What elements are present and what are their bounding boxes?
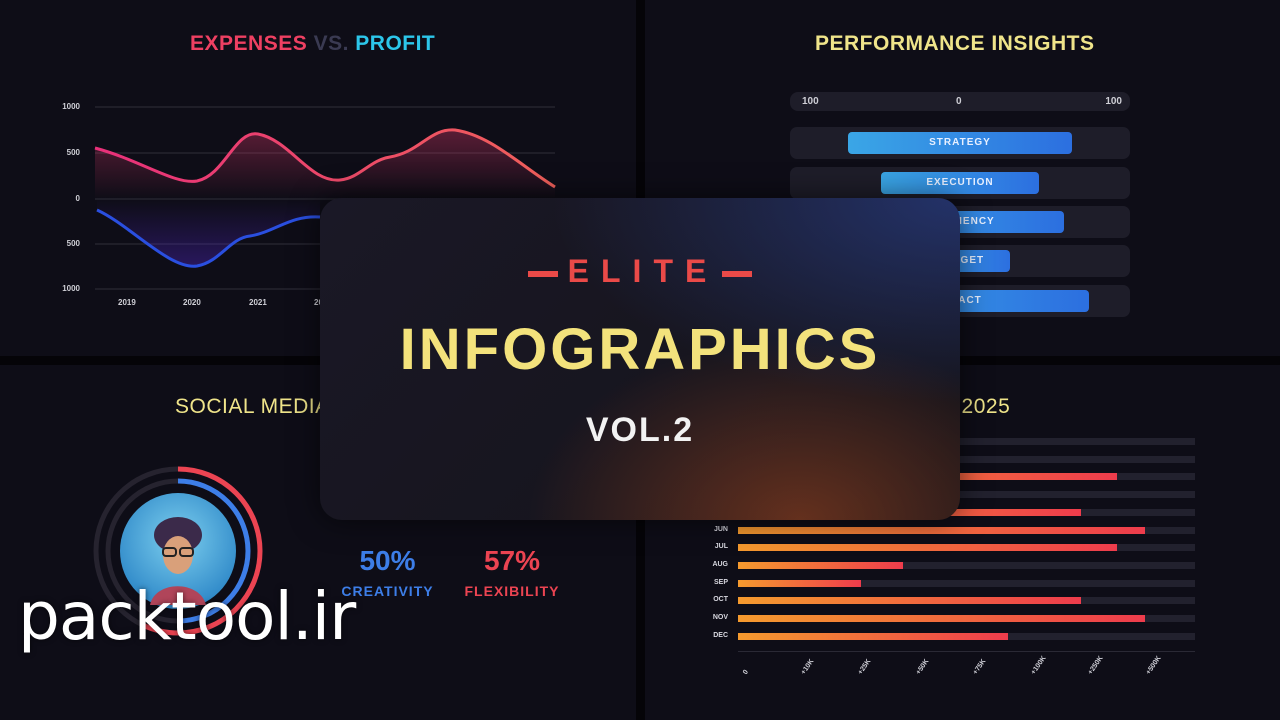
- month-label: JUN: [713, 525, 728, 533]
- scale-right: 100: [1105, 96, 1122, 107]
- sales-track: [738, 491, 1195, 499]
- title-vs: VS.: [313, 32, 349, 55]
- month-label: JUL: [714, 543, 728, 551]
- y-tick-label: 1000: [62, 284, 80, 293]
- title-profit: PROFIT: [355, 32, 436, 55]
- y-tick-label: 500: [66, 148, 80, 157]
- sales-track: [738, 579, 1195, 587]
- stat-label: CREATIVITY: [341, 583, 434, 599]
- sales-track: [738, 561, 1195, 569]
- month-label: AUG: [712, 560, 728, 568]
- kicker-text: ELITE: [567, 253, 719, 289]
- sales-bar: [738, 544, 1118, 552]
- sales-bar: [738, 597, 1081, 605]
- month-label: SEP: [713, 578, 728, 586]
- stat-creativity: 50% CREATIVITY: [340, 545, 435, 599]
- performance-bar: EXECUTION: [880, 172, 1040, 194]
- title-expenses: EXPENSES: [190, 32, 308, 55]
- sales-track: [738, 455, 1195, 463]
- hero-card: ELITE INFOGRAPHICS VOL.2: [320, 198, 960, 520]
- sales-bar: [738, 615, 1145, 622]
- x-tick-label: 2021: [249, 298, 267, 307]
- x-tick-label: 2020: [183, 298, 201, 307]
- sales-bar: [738, 561, 903, 569]
- stat-flexibility: 57% FLEXIBILITY: [452, 545, 572, 599]
- sales-track: [738, 615, 1195, 622]
- hero-title: INFOGRAPHICS: [399, 317, 881, 382]
- sales-axis: [738, 651, 1195, 652]
- expenses-profit-title: EXPENSES VS. PROFIT: [190, 32, 435, 56]
- y-tick-label: 500: [66, 239, 80, 248]
- sales-track: [738, 438, 1195, 445]
- social-rings: [93, 466, 263, 636]
- month-label: NOV: [712, 614, 728, 621]
- profit-line: [96, 208, 321, 268]
- flexibility-arc: [93, 466, 263, 636]
- avatar-character-icon: [150, 517, 206, 605]
- stat-value: 50%: [359, 545, 416, 576]
- sales-bar: [738, 632, 1008, 640]
- scale-left: 100: [802, 96, 819, 107]
- y-tick-label: 1000: [62, 102, 80, 111]
- dash-right: [722, 270, 753, 277]
- creativity-arc: [105, 478, 251, 624]
- sales-bar: [738, 579, 862, 587]
- sales-track: [738, 544, 1195, 552]
- expenses-line: [94, 128, 556, 189]
- profit-area: [97, 199, 320, 267]
- stat-value: 57%: [483, 545, 541, 576]
- x-tick-label: 2019: [118, 298, 136, 307]
- y-tick-label: 0: [75, 194, 80, 203]
- stat-label: FLEXIBILITY: [464, 583, 560, 599]
- sales-track: [738, 526, 1195, 534]
- dash-left: [527, 270, 558, 277]
- hero-subtitle: VOL.2: [585, 411, 695, 449]
- watermark: packtool.ir: [18, 578, 356, 655]
- sales-track: [738, 597, 1195, 605]
- hero-kicker: ELITE: [320, 253, 960, 290]
- performance-row: EXECUTION: [790, 167, 1130, 199]
- expenses-profit-panel: EXPENSES VS. PROFIT 1000 500 0 500 1000 2019 2…: [0, 0, 636, 356]
- sales-bar: [738, 526, 1145, 534]
- scale-center: 0: [956, 96, 962, 107]
- month-label: OCT: [713, 596, 728, 604]
- expenses-area: [95, 129, 555, 199]
- performance-bar: STRATEGY: [847, 132, 1073, 154]
- sales-track: [738, 632, 1195, 640]
- performance-row: STRATEGY: [790, 127, 1130, 159]
- performance-scale: 100 0 100: [790, 92, 1130, 111]
- performance-title: PERFORMANCE INSIGHTS: [815, 32, 1095, 55]
- month-label: DEC: [713, 631, 728, 639]
- social-title: SOCIAL MEDIA: [175, 395, 330, 418]
